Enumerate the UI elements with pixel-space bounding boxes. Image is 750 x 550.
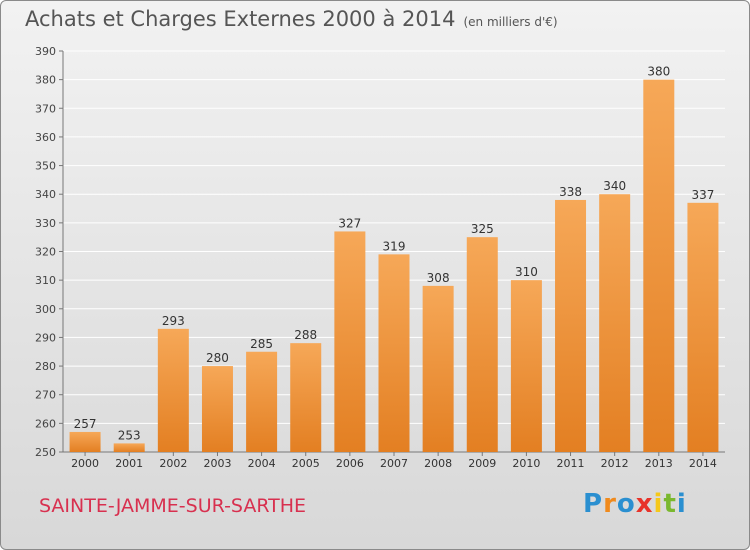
- data-label: 308: [427, 271, 450, 285]
- bar-2013[interactable]: [643, 79, 675, 453]
- y-tick-label: 360: [35, 131, 56, 144]
- proxiti-logo[interactable]: Proxiti: [583, 489, 687, 519]
- y-tick-label: 380: [35, 74, 56, 87]
- logo-letter: x: [635, 489, 654, 519]
- bar-2009[interactable]: [466, 237, 498, 452]
- bar-2007[interactable]: [378, 254, 410, 452]
- bar-2001[interactable]: [113, 443, 145, 452]
- data-label: 257: [74, 417, 97, 431]
- bar-2005[interactable]: [290, 343, 322, 452]
- y-tick-label: 330: [35, 217, 56, 230]
- logo-letter: o: [616, 489, 636, 519]
- bar-2010[interactable]: [510, 280, 542, 452]
- chart-subtitle: (en milliers d'€): [463, 15, 558, 29]
- x-tick-label: 2010: [512, 457, 540, 470]
- y-tick-label: 270: [35, 389, 56, 402]
- logo-letter: i: [653, 489, 664, 519]
- data-label: 325: [471, 222, 494, 236]
- logo-letter: r: [603, 489, 617, 519]
- y-tick-label: 370: [35, 102, 56, 115]
- bar-2003[interactable]: [201, 366, 233, 452]
- logo-letter: P: [583, 489, 604, 519]
- x-tick-label: 2000: [71, 457, 99, 470]
- logo-letter: t: [663, 489, 677, 519]
- bar-2000[interactable]: [69, 431, 101, 452]
- x-tick-label: 2002: [159, 457, 187, 470]
- x-tick-label: 2001: [115, 457, 143, 470]
- data-label: 340: [603, 179, 626, 193]
- bar-2006[interactable]: [334, 231, 366, 452]
- x-tick-label: 2009: [468, 457, 496, 470]
- x-tick-label: 2008: [424, 457, 452, 470]
- logo-letter: i: [676, 489, 687, 519]
- chart-title: Achats et Charges Externes 2000 à 2014 (e…: [25, 7, 558, 31]
- y-tick-label: 320: [35, 246, 56, 259]
- data-label: 288: [294, 328, 317, 342]
- y-tick-labels: 250 260 270 280 290 300 310 320 330 340 350 360 370 3…: [35, 45, 56, 459]
- x-tick-label: 2014: [689, 457, 717, 470]
- data-label: 285: [250, 337, 273, 351]
- y-tick-label: 280: [35, 360, 56, 373]
- y-tick-label: 300: [35, 303, 56, 316]
- data-label: 338: [559, 185, 582, 199]
- x-tick-label: 2011: [557, 457, 585, 470]
- x-tick-label: 2004: [248, 457, 276, 470]
- data-label: 280: [206, 351, 229, 365]
- data-label: 380: [647, 65, 670, 79]
- x-tick-label: 2003: [203, 457, 231, 470]
- y-tick-label: 390: [35, 45, 56, 58]
- bar-2011[interactable]: [555, 199, 587, 452]
- title-text: Achats et Charges Externes 2000 à 2014: [25, 7, 456, 31]
- y-tick-label: 350: [35, 160, 56, 173]
- commune-name: SAINTE-JAMME-SUR-SARTHE: [39, 495, 307, 517]
- data-label: 310: [515, 265, 538, 279]
- y-tick-label: 340: [35, 188, 56, 201]
- data-label: 293: [162, 314, 185, 328]
- data-label: 319: [383, 239, 406, 253]
- y-tick-label: 290: [35, 331, 56, 344]
- data-label: 327: [338, 216, 361, 230]
- bar-2012[interactable]: [599, 194, 631, 452]
- y-tick-label: 310: [35, 274, 56, 287]
- x-tick-label: 2012: [601, 457, 629, 470]
- bars: [69, 79, 719, 453]
- bar-2004[interactable]: [246, 351, 278, 452]
- x-tick-label: 2013: [645, 457, 673, 470]
- y-tick-label: 260: [35, 417, 56, 430]
- bar-2008[interactable]: [422, 285, 454, 452]
- bar-2014[interactable]: [687, 202, 719, 452]
- x-tick-label: 2005: [292, 457, 320, 470]
- data-label: 253: [118, 428, 141, 442]
- x-tick-labels: 2000 2001 2002 2003 2004 2005 2006 2007 2008 2009…: [71, 452, 717, 470]
- data-label: 337: [691, 188, 714, 202]
- data-labels: 257 253 293 280 285 288 327 319 308 325 310 338 340 3…: [74, 65, 715, 443]
- y-tick-label: 250: [35, 446, 56, 459]
- x-tick-label: 2006: [336, 457, 364, 470]
- x-tick-label: 2007: [380, 457, 408, 470]
- bar-2002[interactable]: [157, 328, 189, 452]
